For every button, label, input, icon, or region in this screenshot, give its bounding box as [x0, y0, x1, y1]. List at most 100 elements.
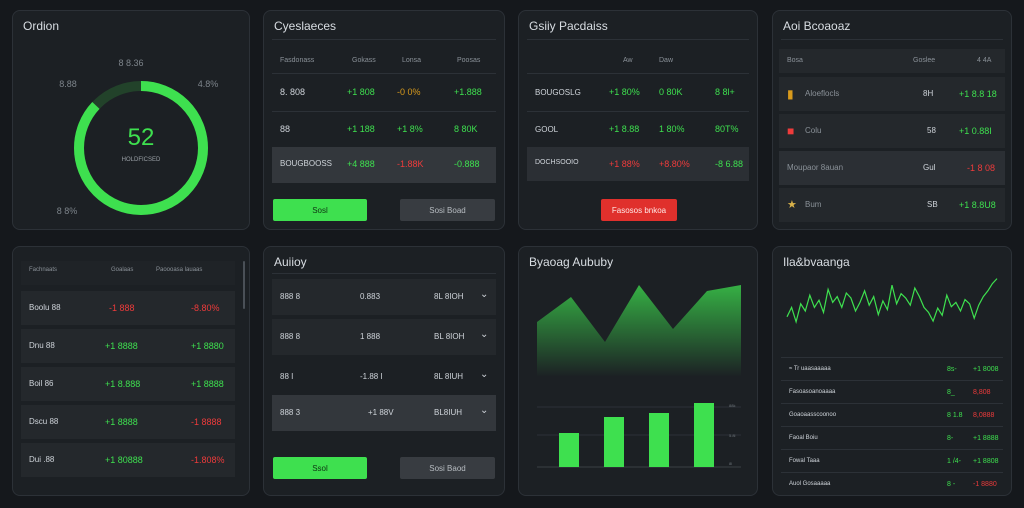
row-value: +1 0.88I [959, 126, 992, 136]
history-panel: Ila&bvaanga ≈ Tr uaasaaaaa 8s- +1 8008 Faso… [772, 246, 1012, 496]
bar-mark [649, 413, 669, 467]
row-value: 8L 8IUH [434, 372, 464, 381]
table-row[interactable]: Dui .88 +1 80888 -1.808% [21, 443, 235, 477]
history-row[interactable]: Fowal Taaa 1 /4- +1 8808 [781, 455, 1003, 467]
row-name: Aloeflocls [805, 89, 840, 98]
ring-progress [74, 81, 208, 215]
row-name: DOCHSOOIO [535, 159, 579, 166]
row-value: 8 80K [454, 124, 478, 134]
order-panel: Ordion 52 HOLDFICSED 8 8.36 8.88 4.8% 8 … [12, 10, 250, 230]
row-name: Goaoaasscoonoo [789, 412, 837, 418]
row-value: 1 /4- [947, 457, 962, 465]
row-value: +1 8880 [191, 341, 224, 351]
row-name: 888 3 [280, 408, 301, 417]
row-value: +1 8808 [973, 457, 999, 465]
table-row[interactable]: ★ Bum SB +1 8.8U8 [779, 188, 1005, 222]
table-row[interactable]: Dscu 88 +1 8888 -1 8888 [21, 405, 235, 439]
row-value: 8,0888 [973, 411, 995, 419]
row-value: +1 8.8U8 [959, 200, 996, 210]
table-row[interactable]: 88 +1 188 +1 8% 8 80K [272, 122, 496, 136]
col-header: Goalaas [111, 267, 134, 273]
table-row[interactable]: ▮ Aloeflocls 8H +1 8.8 18 [779, 77, 1005, 111]
divider [781, 357, 1003, 358]
row-value: +1 188 [347, 124, 375, 134]
row-value: 8 8l+ [715, 87, 735, 97]
activity-row[interactable]: 888 8 0.883 8L 8IOH ⌄ [272, 279, 496, 315]
row-name: 888 8 [280, 292, 301, 301]
row-value: 58 [927, 126, 936, 135]
row-value: +1 88% [609, 159, 640, 169]
divider [781, 426, 1003, 427]
row-value: 0.883 [360, 292, 381, 301]
chevron-down-icon[interactable]: ⌄ [480, 405, 489, 416]
row-value: +4 888 [347, 159, 375, 169]
history-row[interactable]: Auol Gosaaaaa 8 - -1 8880 [781, 478, 1003, 490]
table-row-selected[interactable]: DOCHSOOIO +1 88% +8.80% -8 6.88 [527, 147, 749, 181]
row-name: Auol Gosaaaaa [789, 481, 831, 487]
col-header: Paoooasa lauaas [156, 267, 203, 273]
chevron-down-icon[interactable]: ⌄ [480, 369, 489, 380]
ring-subtitle: HOLDFICSED [122, 157, 161, 163]
order-title: Ordion [23, 19, 60, 33]
table-row[interactable]: ■ Colu 58 +1 0.88I [779, 114, 1005, 148]
activity-row[interactable]: 888 8 1 888 BL 8IOH ⌄ [272, 319, 496, 355]
spending-chart: 88k 5.8l 8l [537, 285, 741, 468]
row-value: 8 1.8 [947, 411, 963, 419]
row-value: +1 8888 [973, 434, 999, 442]
history-title: Ila&bvaanga [783, 255, 850, 269]
area-series [537, 285, 741, 377]
history-row[interactable]: ≈ Tr uaasaaaaa 8s- +1 8008 [781, 363, 1003, 375]
row-value: +1.888 [454, 87, 482, 97]
row-value: 8 - [947, 480, 956, 488]
spending-panel: Byaoag Aububy 88k 5.8l 8l [518, 246, 758, 496]
table-row[interactable]: 8. 808 +1 808 -0 0% +1.888 [272, 85, 496, 99]
row-name: Dnu 88 [29, 341, 55, 350]
chevron-down-icon[interactable]: ⌄ [480, 329, 489, 340]
table-row[interactable]: Moupaor 8auan Gul -1 8 08 [779, 151, 1005, 185]
col-header: Daw [659, 56, 674, 64]
col-header: Fasdonass [280, 56, 315, 64]
row-value: -8 6.88 [715, 159, 744, 169]
watchlist-header: Fachnaats Goalaas Paoooasa lauaas [21, 261, 235, 285]
row-value: +1 88V [368, 408, 394, 417]
history-row[interactable]: Goaoaasscoonoo 8 1.8 8,0888 [781, 409, 1003, 421]
secondary-button[interactable]: Sosi Boad [400, 199, 495, 221]
scrollbar[interactable] [243, 261, 245, 309]
sell-button[interactable]: Sosl [273, 199, 367, 221]
row-value: 1 80% [659, 124, 685, 134]
table-row[interactable]: Boil 86 +1 8.888 +1 8888 [21, 367, 235, 401]
row-value: +1 8008 [973, 365, 999, 373]
sell-button[interactable]: Ssol [273, 457, 367, 479]
ring-label-left: 8.88 [59, 79, 77, 89]
gainers-panel: Gsiiy Pacdaiss Aw Daw BOUGOSLG +1 80% 0 … [518, 10, 758, 230]
history-row[interactable]: Fasoasoanoaaaa 8_ 8,808 [781, 386, 1003, 398]
row-value: Gul [923, 163, 936, 172]
table-row-selected[interactable]: BOUGBOOSS +4 888 -1.88K -0.888 [272, 147, 496, 183]
col-header: Fachnaats [29, 267, 58, 273]
row-value: -0.888 [454, 159, 480, 169]
table-row[interactable]: Boolu 88 -1 888 -8.80% [21, 291, 235, 325]
order-ring-chart: 52 HOLDFICSED 8 8.36 8.88 4.8% 8 8% [57, 58, 219, 216]
activity-row[interactable]: 88 I -1.88 I 8L 8IUH ⌄ [272, 359, 496, 395]
row-value: 8H [923, 89, 934, 98]
action-button[interactable]: Fasosos bnkoa [601, 199, 677, 221]
row-value: 0 80K [659, 87, 683, 97]
row-value: -1 8888 [191, 417, 222, 427]
col-header: Lonsa [402, 56, 422, 64]
table-row[interactable]: GOOL +1 8.88 1 80% 80T% [527, 122, 749, 136]
row-name: BOUGOSLG [535, 87, 581, 97]
ring-value: 52 [128, 124, 155, 151]
chevron-down-icon[interactable]: ⌄ [480, 289, 489, 300]
positions-header: Fasdonass Gokass Lonsa Poosas [272, 55, 496, 65]
table-row[interactable]: BOUGOSLG +1 80% 0 80K 8 8l+ [527, 85, 749, 99]
row-value: +1 8888 [105, 417, 138, 427]
row-name: 88 I [280, 372, 294, 381]
row-name: Bum [805, 200, 822, 209]
positions-panel: Cyeslaeces Fasdonass Gokass Lonsa Poosas… [263, 10, 505, 230]
table-row[interactable]: Dnu 88 +1 8888 +1 8880 [21, 329, 235, 363]
bar-mark [559, 433, 579, 467]
row-value: +1 80% [609, 87, 640, 97]
history-row[interactable]: Faoal Boiu 8- +1 8888 [781, 432, 1003, 444]
activity-row-selected[interactable]: 888 3 +1 88V BL8IUH ⌄ [272, 395, 496, 431]
secondary-button[interactable]: Sosi Baod [400, 457, 495, 479]
